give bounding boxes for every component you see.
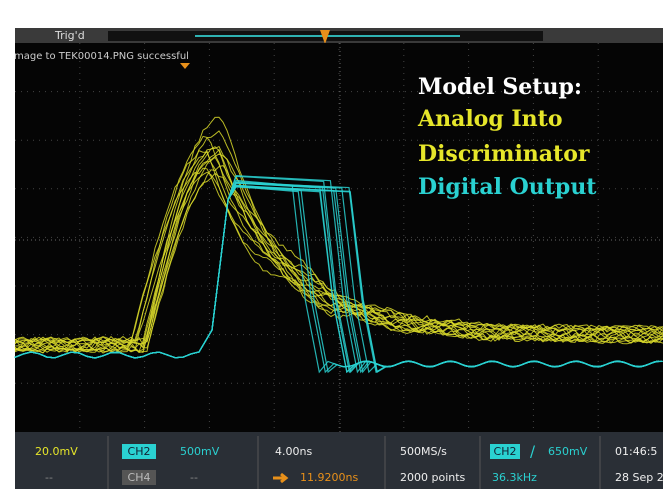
record-length: 2000 points (400, 471, 466, 484)
ch2-badge[interactable]: CH2 (128, 445, 151, 458)
sample-rate: 500MS/s (400, 445, 447, 458)
ch2-scale: 500mV (180, 445, 220, 458)
oscilloscope-screen: Trig'd mage to TEK00014.PNG successful M… (0, 0, 663, 489)
ch1-scale: 20.0mV (35, 445, 78, 458)
trigger-source[interactable]: CH2 (494, 445, 517, 458)
trigger-status: Trig'd (54, 29, 85, 42)
annotation-title: Model Setup: (418, 74, 582, 100)
status-message: mage to TEK00014.PNG successful (14, 51, 189, 62)
annotation-line: Analog Into (417, 106, 563, 132)
horizontal-position: 11.9200ns (300, 471, 358, 484)
trigger-level: 650mV (548, 445, 588, 458)
clock-time: 01:46:5 (615, 445, 657, 458)
frequency: 36.3kHz (492, 471, 537, 484)
annotation-line: Digital Output (418, 174, 597, 200)
clock-date: 28 Sep 2 (615, 471, 663, 484)
ch1-offset: -- (45, 471, 53, 484)
timebase: 4.00ns (275, 445, 312, 458)
ch4-badge[interactable]: CH4 (128, 471, 151, 484)
page: Trig'd mage to TEK00014.PNG successful M… (0, 0, 663, 489)
annotation-line: Discriminator (418, 141, 590, 167)
ch4-scale: -- (190, 471, 198, 484)
